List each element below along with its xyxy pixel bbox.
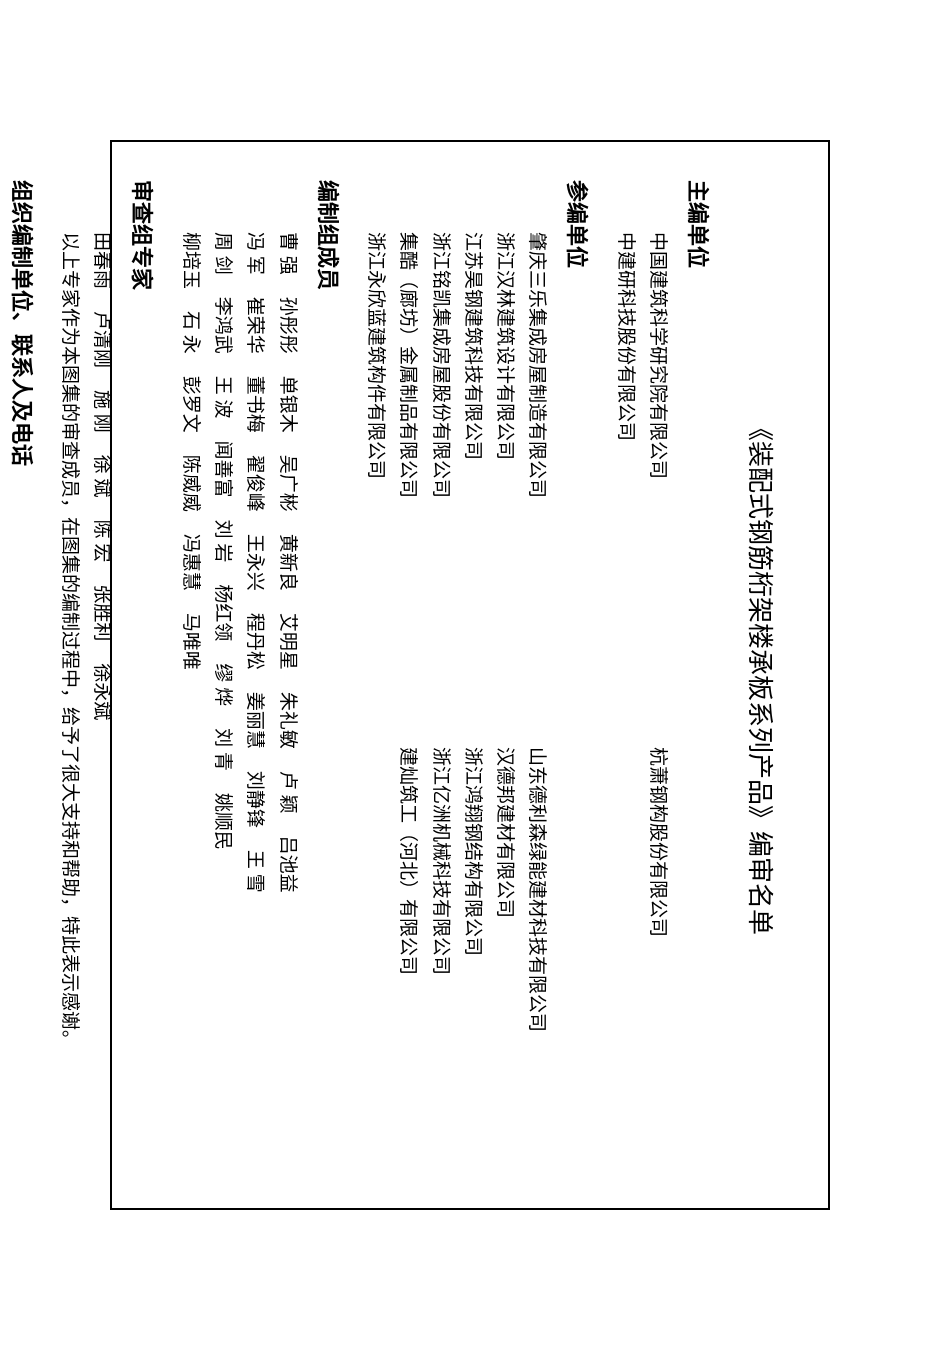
- member-name: 朱礼敏: [270, 692, 302, 749]
- section-members-heading: 编制组成员: [313, 180, 345, 1170]
- section-primary-org-heading: 主编单位: [683, 180, 715, 1170]
- secondary-org-columns: 肇庆三乐集成房屋制造有限公司 浙江汉林建筑设计有限公司 江苏昊钢建筑科技有限公司…: [359, 180, 553, 1170]
- secondary-org-item: 浙江汉林建筑设计有限公司: [488, 232, 520, 655]
- member-name: 缪 烨: [206, 663, 238, 706]
- member-name: 王 雪: [238, 850, 270, 893]
- reviewers-note: 以上专家作为本图集的审查成员，在图集的编制过程中，给予了很大支持和帮助，特此表示…: [53, 232, 85, 1170]
- member-name: 艾明星: [270, 613, 302, 670]
- member-name: 曹 强: [270, 232, 302, 275]
- member-name: 陈威威: [173, 455, 205, 512]
- section-secondary-org-heading: 参编单位: [562, 180, 594, 1170]
- member-name: 吕池益: [270, 836, 302, 893]
- secondary-org-item: 集酷（廊坊）金属制品有限公司: [391, 232, 423, 655]
- member-name: 刘静锋: [238, 771, 270, 828]
- primary-org-item: 中建研科技股份有限公司: [608, 232, 640, 655]
- secondary-org-item: 山东德利森绿能建材科技有限公司: [520, 747, 552, 1170]
- page-content: 《装配式钢筋桁架楼承板系列产品》编审名单 主编单位 中国建筑科学研究院有限公司 …: [160, 180, 780, 1170]
- reviewer-name: 徐永斌: [85, 663, 117, 720]
- secondary-org-item: 汉德邦建材有限公司: [488, 747, 520, 1170]
- member-name: 周 剑: [206, 232, 238, 275]
- member-name: 杨红领: [206, 584, 238, 641]
- member-name: 姜丽慧: [238, 692, 270, 749]
- member-name: 李鸿武: [206, 297, 238, 354]
- member-name: 王 波: [206, 376, 238, 419]
- reviewer-name: 徐 斌: [85, 455, 117, 498]
- member-name: 程丹松: [238, 613, 270, 670]
- member-name: 吴广彬: [270, 455, 302, 512]
- reviewer-name: 田春雨: [85, 232, 117, 289]
- member-name: 崔荣华: [238, 297, 270, 354]
- member-name: 姚顺民: [206, 793, 238, 850]
- member-name: 翟俊峰: [238, 455, 270, 512]
- member-name: 黄新良: [270, 534, 302, 591]
- secondary-org-item: 肇庆三乐集成房屋制造有限公司: [520, 232, 552, 655]
- secondary-org-item: 浙江铭凯集成房屋股份有限公司: [423, 232, 455, 655]
- reviewer-name: 施 刚: [85, 390, 117, 433]
- member-name: 董书梅: [238, 376, 270, 433]
- members-row: 周 剑李鸿武王 波闻善富刘 岩杨红领缪 烨刘 青姚顺民: [206, 232, 238, 1170]
- member-name: 石 永: [173, 311, 205, 354]
- member-name: 刘 青: [206, 728, 238, 771]
- secondary-org-item: 建灿筑工（河北）有限公司: [391, 747, 423, 1170]
- member-name: 闻善富: [206, 441, 238, 498]
- secondary-org-item: 江苏昊钢建筑科技有限公司: [456, 232, 488, 655]
- reviewer-name: 卢清刚: [85, 311, 117, 368]
- member-name: 单银木: [270, 376, 302, 433]
- member-name: 柳培玉: [173, 232, 205, 289]
- member-name: 冯 军: [238, 232, 270, 275]
- secondary-org-item: 浙江亿洲机械科技有限公司: [423, 747, 455, 1170]
- reviewers-list: 田春雨卢清刚施 刚徐 斌陈 宏张胜利徐永斌: [85, 232, 117, 1170]
- section-contact-heading: 组织编制单位、联系人及电话: [7, 180, 39, 1170]
- reviewer-name: 张胜利: [85, 584, 117, 641]
- reviewer-name: 陈 宏: [85, 520, 117, 563]
- primary-org-item: 杭萧钢构股份有限公司: [641, 747, 673, 1170]
- secondary-org-item: 浙江鸿翔钢结构有限公司: [456, 747, 488, 1170]
- members-row: 柳培玉石 永彭罗文陈威威冯惠慧马唯唯: [173, 232, 205, 1170]
- members-row: 曹 强孙彤彤单银木吴广彬黄新良艾明星朱礼敏卢 颖吕池益: [270, 232, 302, 1170]
- primary-org-item: 中国建筑科学研究院有限公司: [641, 232, 673, 655]
- members-row: 冯 军崔荣华董书梅翟俊峰王永兴程丹松姜丽慧刘静锋王 雪: [238, 232, 270, 1170]
- section-reviewers-heading: 审查组专家: [127, 180, 159, 1170]
- secondary-org-item: 浙江永欣蓝建筑构件有限公司: [359, 232, 391, 655]
- member-name: 王永兴: [238, 534, 270, 591]
- member-name: 冯惠慧: [173, 534, 205, 591]
- member-name: 刘 岩: [206, 520, 238, 563]
- member-name: 马唯唯: [173, 613, 205, 670]
- page-border: 《装配式钢筋桁架楼承板系列产品》编审名单 主编单位 中国建筑科学研究院有限公司 …: [110, 140, 830, 1210]
- members-list: 曹 强孙彤彤单银木吴广彬黄新良艾明星朱礼敏卢 颖吕池益冯 军崔荣华董书梅翟俊峰王…: [173, 180, 302, 1170]
- member-name: 孙彤彤: [270, 297, 302, 354]
- document-title: 《装配式钢筋桁架楼承板系列产品》编审名单: [743, 180, 780, 1170]
- primary-org-columns: 中国建筑科学研究院有限公司 中建研科技股份有限公司 杭萧钢构股份有限公司: [608, 180, 673, 1170]
- member-name: 卢 颖: [270, 771, 302, 814]
- member-name: 彭罗文: [173, 376, 205, 433]
